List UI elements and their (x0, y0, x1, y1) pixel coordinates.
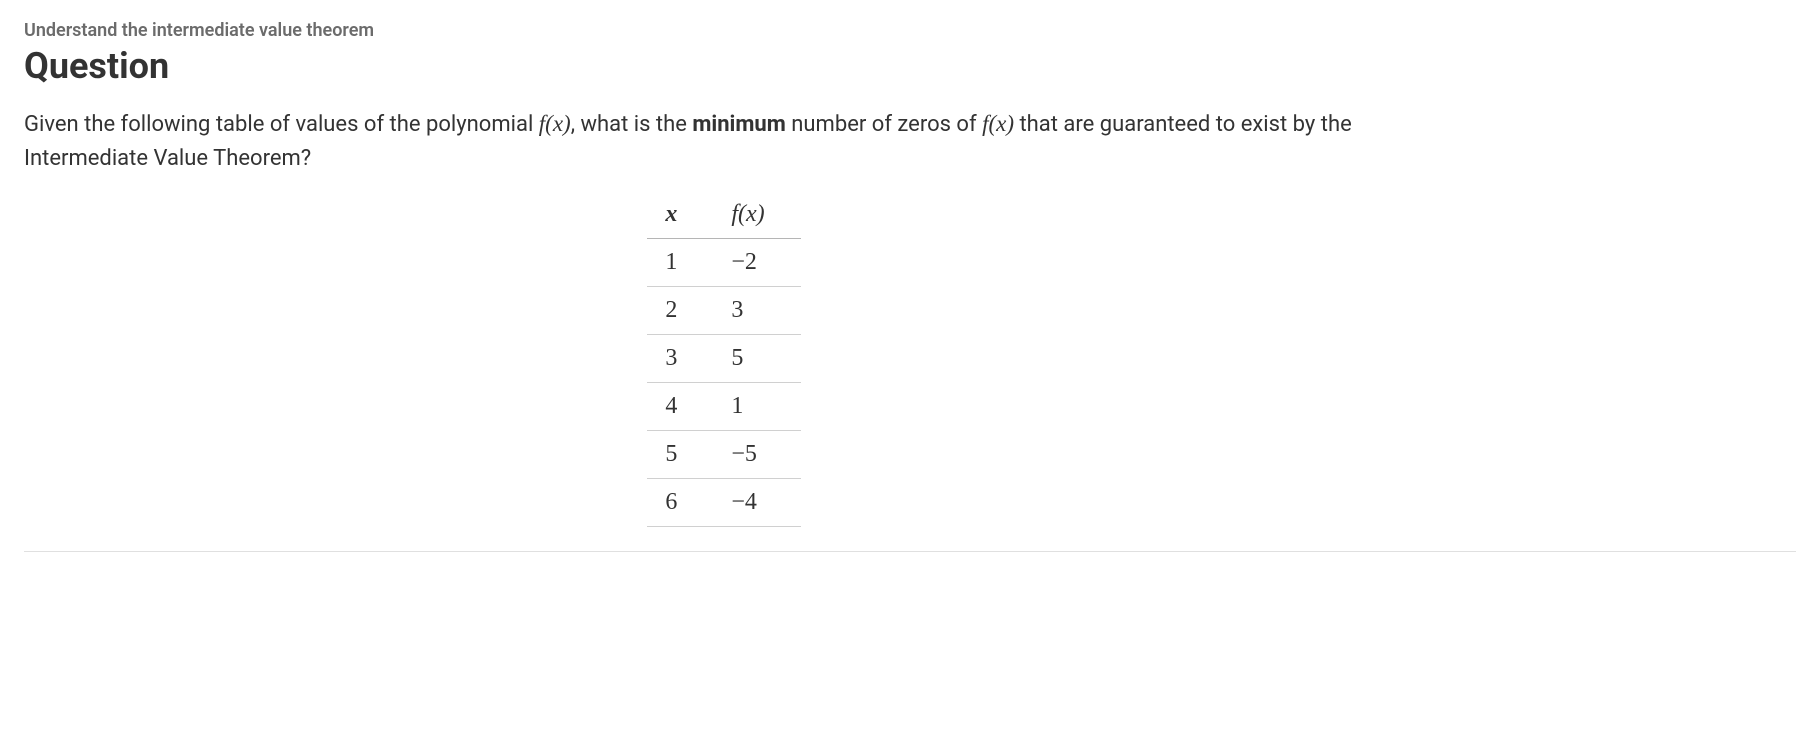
cell-fx: 5 (713, 334, 800, 382)
cell-x: 6 (647, 478, 713, 526)
cell-fx: 3 (713, 286, 800, 334)
cell-fx: −5 (713, 430, 800, 478)
table-row: 6−4 (647, 478, 800, 526)
table-header-row: x f(x) (647, 191, 800, 239)
prompt-text-1: Given the following table of values of t… (24, 112, 539, 137)
table-row: 23 (647, 286, 800, 334)
cell-fx: 1 (713, 382, 800, 430)
col-header-fx: f(x) (713, 191, 800, 239)
prompt-text-3: number of zeros of (786, 112, 982, 137)
col-header-x: x (647, 191, 713, 239)
cell-x: 4 (647, 382, 713, 430)
table-row: 35 (647, 334, 800, 382)
values-table: x f(x) 1−22335415−56−4 (647, 191, 800, 527)
prompt-fn-1: f(x) (539, 111, 571, 136)
cell-x: 1 (647, 238, 713, 286)
question-prompt: Given the following table of values of t… (24, 107, 1424, 175)
cell-fx: −4 (713, 478, 800, 526)
cell-fx: −2 (713, 238, 800, 286)
prompt-text-2: , what is the (571, 112, 693, 137)
page-divider (24, 551, 1796, 552)
question-heading: Question (24, 45, 1796, 87)
cell-x: 3 (647, 334, 713, 382)
topic-label: Understand the intermediate value theore… (24, 20, 1796, 41)
table-row: 5−5 (647, 430, 800, 478)
cell-x: 2 (647, 286, 713, 334)
table-row: 41 (647, 382, 800, 430)
table-container: x f(x) 1−22335415−56−4 (24, 191, 1424, 527)
table-row: 1−2 (647, 238, 800, 286)
prompt-fn-2: f(x) (982, 111, 1014, 136)
prompt-bold: minimum (692, 112, 785, 137)
cell-x: 5 (647, 430, 713, 478)
